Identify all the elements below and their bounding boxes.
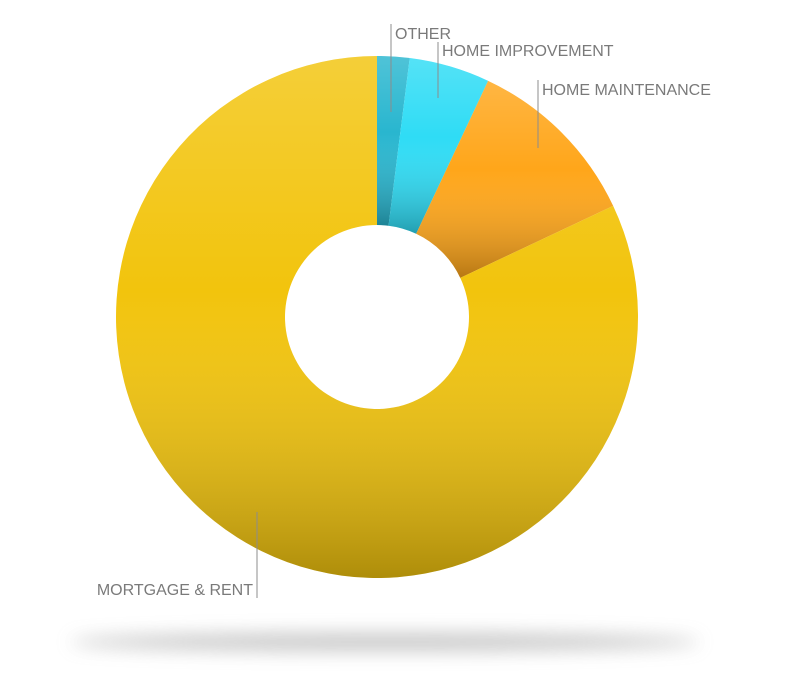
slice-shading-mortgage-and-rent xyxy=(115,56,639,578)
slice-mortgage-and-rent[interactable] xyxy=(115,56,639,578)
slice-shading-home-maintenance xyxy=(416,80,614,278)
slice-label-home-maintenance: HOME MAINTENANCE xyxy=(542,82,711,99)
slices-layer xyxy=(115,56,639,578)
slice-label-home-improvement: HOME IMPROVEMENT xyxy=(442,43,614,60)
slice-label-mortgage-and-rent: MORTGAGE & RENT xyxy=(97,582,253,599)
slice-home-maintenance[interactable] xyxy=(416,80,614,278)
slice-shading-other xyxy=(377,56,410,226)
slice-label-other: OTHER xyxy=(395,26,451,43)
slice-home-improvement[interactable] xyxy=(388,58,489,234)
slice-shading-home-improvement xyxy=(388,58,489,234)
chart-floor-shadow xyxy=(70,633,700,651)
slice-other[interactable] xyxy=(377,56,410,226)
